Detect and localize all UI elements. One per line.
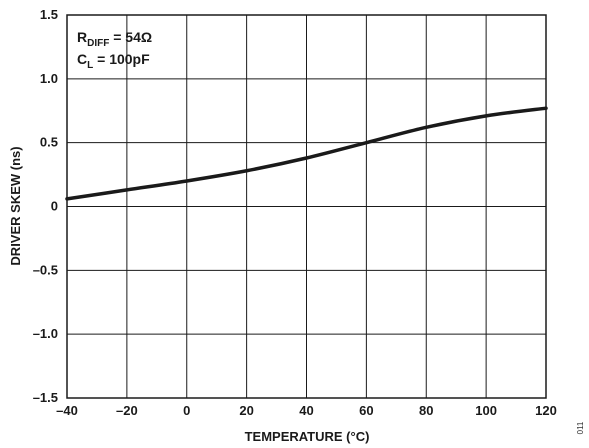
plot-frame xyxy=(66,14,547,399)
grid-lines xyxy=(66,14,547,399)
series-line xyxy=(65,106,548,201)
x-tick-label: 20 xyxy=(239,403,253,418)
annotation-cl: CL = 100pF xyxy=(77,51,150,71)
x-tick-label: 120 xyxy=(535,403,557,418)
y-tick-label: –0.5 xyxy=(33,262,58,277)
y-tick-label: 0.5 xyxy=(40,135,58,150)
y-tick-label: 1.5 xyxy=(40,7,58,22)
annotation-rdiff-value: = 54Ω xyxy=(109,29,152,45)
x-tick-label: 60 xyxy=(359,403,373,418)
x-tick-label: –20 xyxy=(116,403,138,418)
x-tick-labels: –40 –20 0 20 40 60 80 100 120 xyxy=(56,403,557,418)
x-tick-label: 0 xyxy=(183,403,190,418)
y-tick-label: 1.0 xyxy=(40,71,58,86)
x-tick-label: 40 xyxy=(299,403,313,418)
annotation-rdiff-main: R xyxy=(77,29,87,45)
y-tick-label: –1.5 xyxy=(33,390,58,405)
annotation-cl-value: = 100pF xyxy=(93,51,150,67)
x-axis-label: TEMPERATURE (°C) xyxy=(245,429,370,444)
x-tick-label: –40 xyxy=(56,403,78,418)
x-tick-label: 100 xyxy=(475,403,497,418)
figure-id: 011 xyxy=(576,421,585,434)
annotation-cl-main: C xyxy=(77,51,87,67)
x-tick-label: 80 xyxy=(419,403,433,418)
annotation-rdiff: RDIFF = 54Ω xyxy=(77,29,152,49)
y-axis-label: DRIVER SKEW (ns) xyxy=(8,146,23,265)
annotation-cl-sub: L xyxy=(87,60,93,71)
y-tick-label: –1.0 xyxy=(33,326,58,341)
y-tick-labels: 1.5 1.0 0.5 0 –0.5 –1.0 –1.5 xyxy=(33,7,58,405)
annotation-rdiff-sub: DIFF xyxy=(87,38,109,49)
y-tick-label: 0 xyxy=(51,199,58,214)
